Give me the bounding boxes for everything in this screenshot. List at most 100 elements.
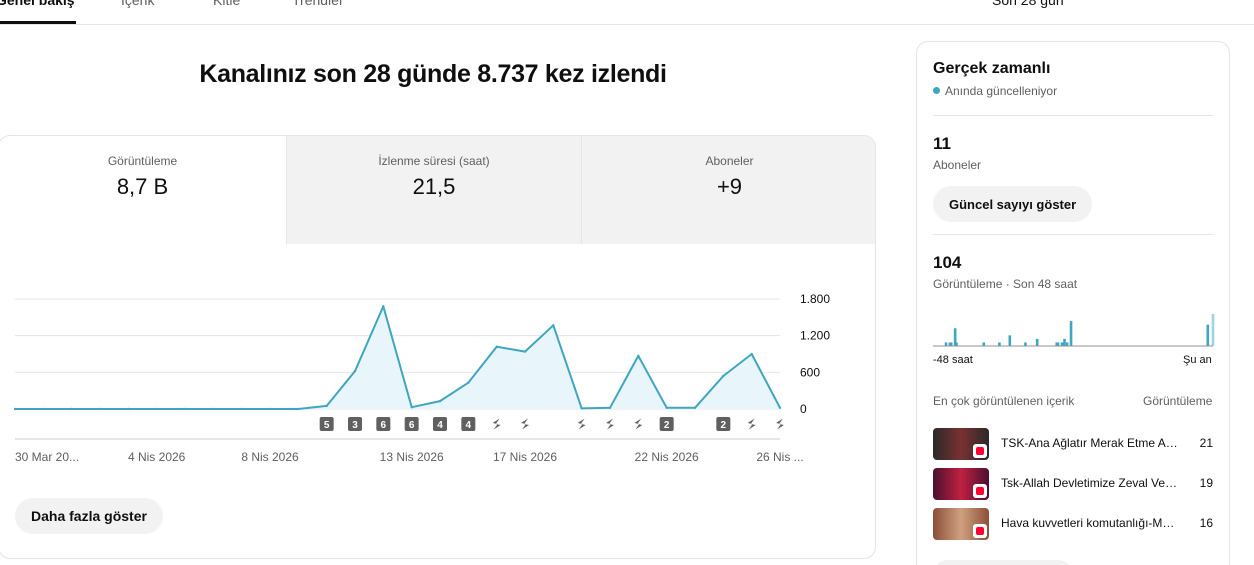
views-chart[interactable]: 1.800 1.200 600 0 5 3 6 6 4 4 2 2 30 Mar 20... 4 Nis … <box>0 0 880 480</box>
video-views: 16 <box>1199 516 1213 530</box>
data-point <box>183 407 187 411</box>
x-tick-label: 4 Nis 2026 <box>128 450 186 464</box>
data-point <box>382 305 385 308</box>
data-point <box>70 407 73 411</box>
shorts-marker[interactable] <box>518 417 532 431</box>
shorts-marker[interactable] <box>603 417 617 431</box>
upload-count-marker[interactable]: 2 <box>716 417 731 431</box>
top-content-row[interactable]: Hava kuvvetleri komutanlığı-Marşı 16 <box>933 508 1213 540</box>
mini-bar <box>1061 342 1065 346</box>
mini-axis-start: -48 saat <box>933 354 973 366</box>
show-more-button[interactable]: Daha fazla göster <box>15 498 163 534</box>
upload-count-marker[interactable]: 5 <box>319 417 334 431</box>
shorts-marker[interactable] <box>744 417 759 431</box>
metric-value: 21,5 <box>412 174 456 199</box>
svg-text:3: 3 <box>352 420 358 431</box>
active-tab-indicator <box>0 21 76 24</box>
mini-bar <box>1211 314 1215 346</box>
video-views: 21 <box>1199 436 1213 450</box>
shorts-icon <box>973 484 987 498</box>
mini-bar <box>949 342 953 346</box>
metric-label: Görüntüleme <box>107 154 178 168</box>
metric-tab-subscribers[interactable]: Aboneler +9 <box>581 136 875 244</box>
data-point <box>750 352 753 356</box>
metric-tab-views[interactable]: Görüntüleme 8,7 B <box>0 136 286 244</box>
top-content-row[interactable]: TSK-Ana Ağlatır Merak Etme Ana -ASKER 21 <box>933 428 1213 460</box>
svg-text:4: 4 <box>437 420 443 431</box>
data-point <box>240 407 243 411</box>
mini-bar <box>1056 342 1060 346</box>
data-point <box>693 406 697 409</box>
tab-trends[interactable]: Trendler <box>292 0 344 8</box>
mini-bar <box>1206 324 1210 346</box>
shorts-marker[interactable] <box>574 417 589 431</box>
x-tick-label: 8 Nis 2026 <box>241 450 299 464</box>
y-tick-label: 1.200 <box>800 329 830 343</box>
svg-text:4: 4 <box>466 420 472 431</box>
metric-value: 8,7 B <box>116 174 169 199</box>
data-point <box>410 406 413 409</box>
upload-count-marker[interactable]: 4 <box>461 417 476 431</box>
data-point <box>608 406 612 409</box>
video-title: TSK-Ana Ağlatır Merak Etme Ana -ASKER <box>1001 436 1179 450</box>
video-title: Hava kuvvetleri komutanlığı-Marşı <box>1001 516 1179 530</box>
data-point <box>552 324 555 327</box>
shorts-marker[interactable] <box>489 417 504 431</box>
mini-bar <box>1024 342 1027 346</box>
views-line <box>15 305 781 410</box>
mini-bar <box>998 342 1001 346</box>
top-content-header: En çok görüntülenen içerik <box>933 394 1075 408</box>
data-point <box>495 345 498 348</box>
realtime-title: Gerçek zamanlı <box>933 60 1051 77</box>
shorts-marker[interactable] <box>773 417 787 431</box>
divider <box>933 115 1213 116</box>
data-point <box>665 406 668 409</box>
video-views: 19 <box>1199 476 1213 490</box>
upload-count-marker[interactable]: 3 <box>348 417 362 431</box>
data-point <box>42 407 45 411</box>
live-dot-icon <box>933 87 940 94</box>
data-point <box>13 407 17 411</box>
mini-bar <box>1063 338 1066 346</box>
metric-tab-watch-time[interactable]: İzlenme süresi (saat) 21,5 <box>286 136 581 244</box>
realtime-subscribers-value: 11 <box>933 134 951 153</box>
data-point <box>523 350 527 353</box>
mini-bar <box>1035 338 1039 346</box>
data-point <box>637 354 640 357</box>
metric-value: +9 <box>716 174 743 199</box>
svg-text:5: 5 <box>324 420 330 431</box>
tab-audience[interactable]: Kitle <box>213 0 241 8</box>
x-tick-label: 30 Mar 20... <box>15 450 79 464</box>
page-headline: Kanalınız son 28 günde 8.737 kez izlendi <box>199 60 667 88</box>
data-point <box>778 406 782 409</box>
shorts-marker[interactable] <box>631 417 646 431</box>
data-point <box>212 407 215 411</box>
realtime-subscribers-label: Aboneler <box>933 158 982 172</box>
data-point <box>297 407 300 411</box>
metric-label: İzlenme süresi (saat) <box>378 154 490 168</box>
mini-bar <box>1065 342 1069 346</box>
upload-count-marker[interactable]: 6 <box>404 417 419 431</box>
svg-text:6: 6 <box>381 420 387 431</box>
data-point <box>580 407 583 410</box>
tab-overview[interactable]: Genel bakış <box>0 0 75 8</box>
x-tick-label: 26 Nis ... <box>756 450 803 464</box>
x-tick-label: 13 Nis 2026 <box>380 450 444 464</box>
mini-bar <box>944 342 948 346</box>
upload-count-marker[interactable]: 4 <box>433 417 447 431</box>
see-more-button[interactable] <box>933 560 1073 565</box>
y-tick-label: 0 <box>800 402 807 416</box>
tab-content[interactable]: İçerik <box>121 0 155 8</box>
upload-count-marker[interactable]: 2 <box>659 417 674 431</box>
mini-bar <box>948 342 952 346</box>
realtime-views-bar-chart[interactable] <box>933 310 1215 348</box>
period-selector[interactable]: Son 28 gün <box>992 0 1064 8</box>
data-point <box>98 407 102 411</box>
mini-bar <box>955 342 958 346</box>
show-current-count-button[interactable]: Güncel sayıyı göster <box>933 186 1093 222</box>
top-content-row[interactable]: Tsk-Allah Devletimize Zeval Vermesin 19 <box>933 468 1213 500</box>
upload-count-marker[interactable]: 6 <box>376 417 391 431</box>
x-tick-label: 22 Nis 2026 <box>635 450 699 464</box>
mini-bar <box>1055 342 1059 346</box>
top-tabs: Genel bakış İçerik Kitle Trendler Son 28… <box>0 0 1254 25</box>
